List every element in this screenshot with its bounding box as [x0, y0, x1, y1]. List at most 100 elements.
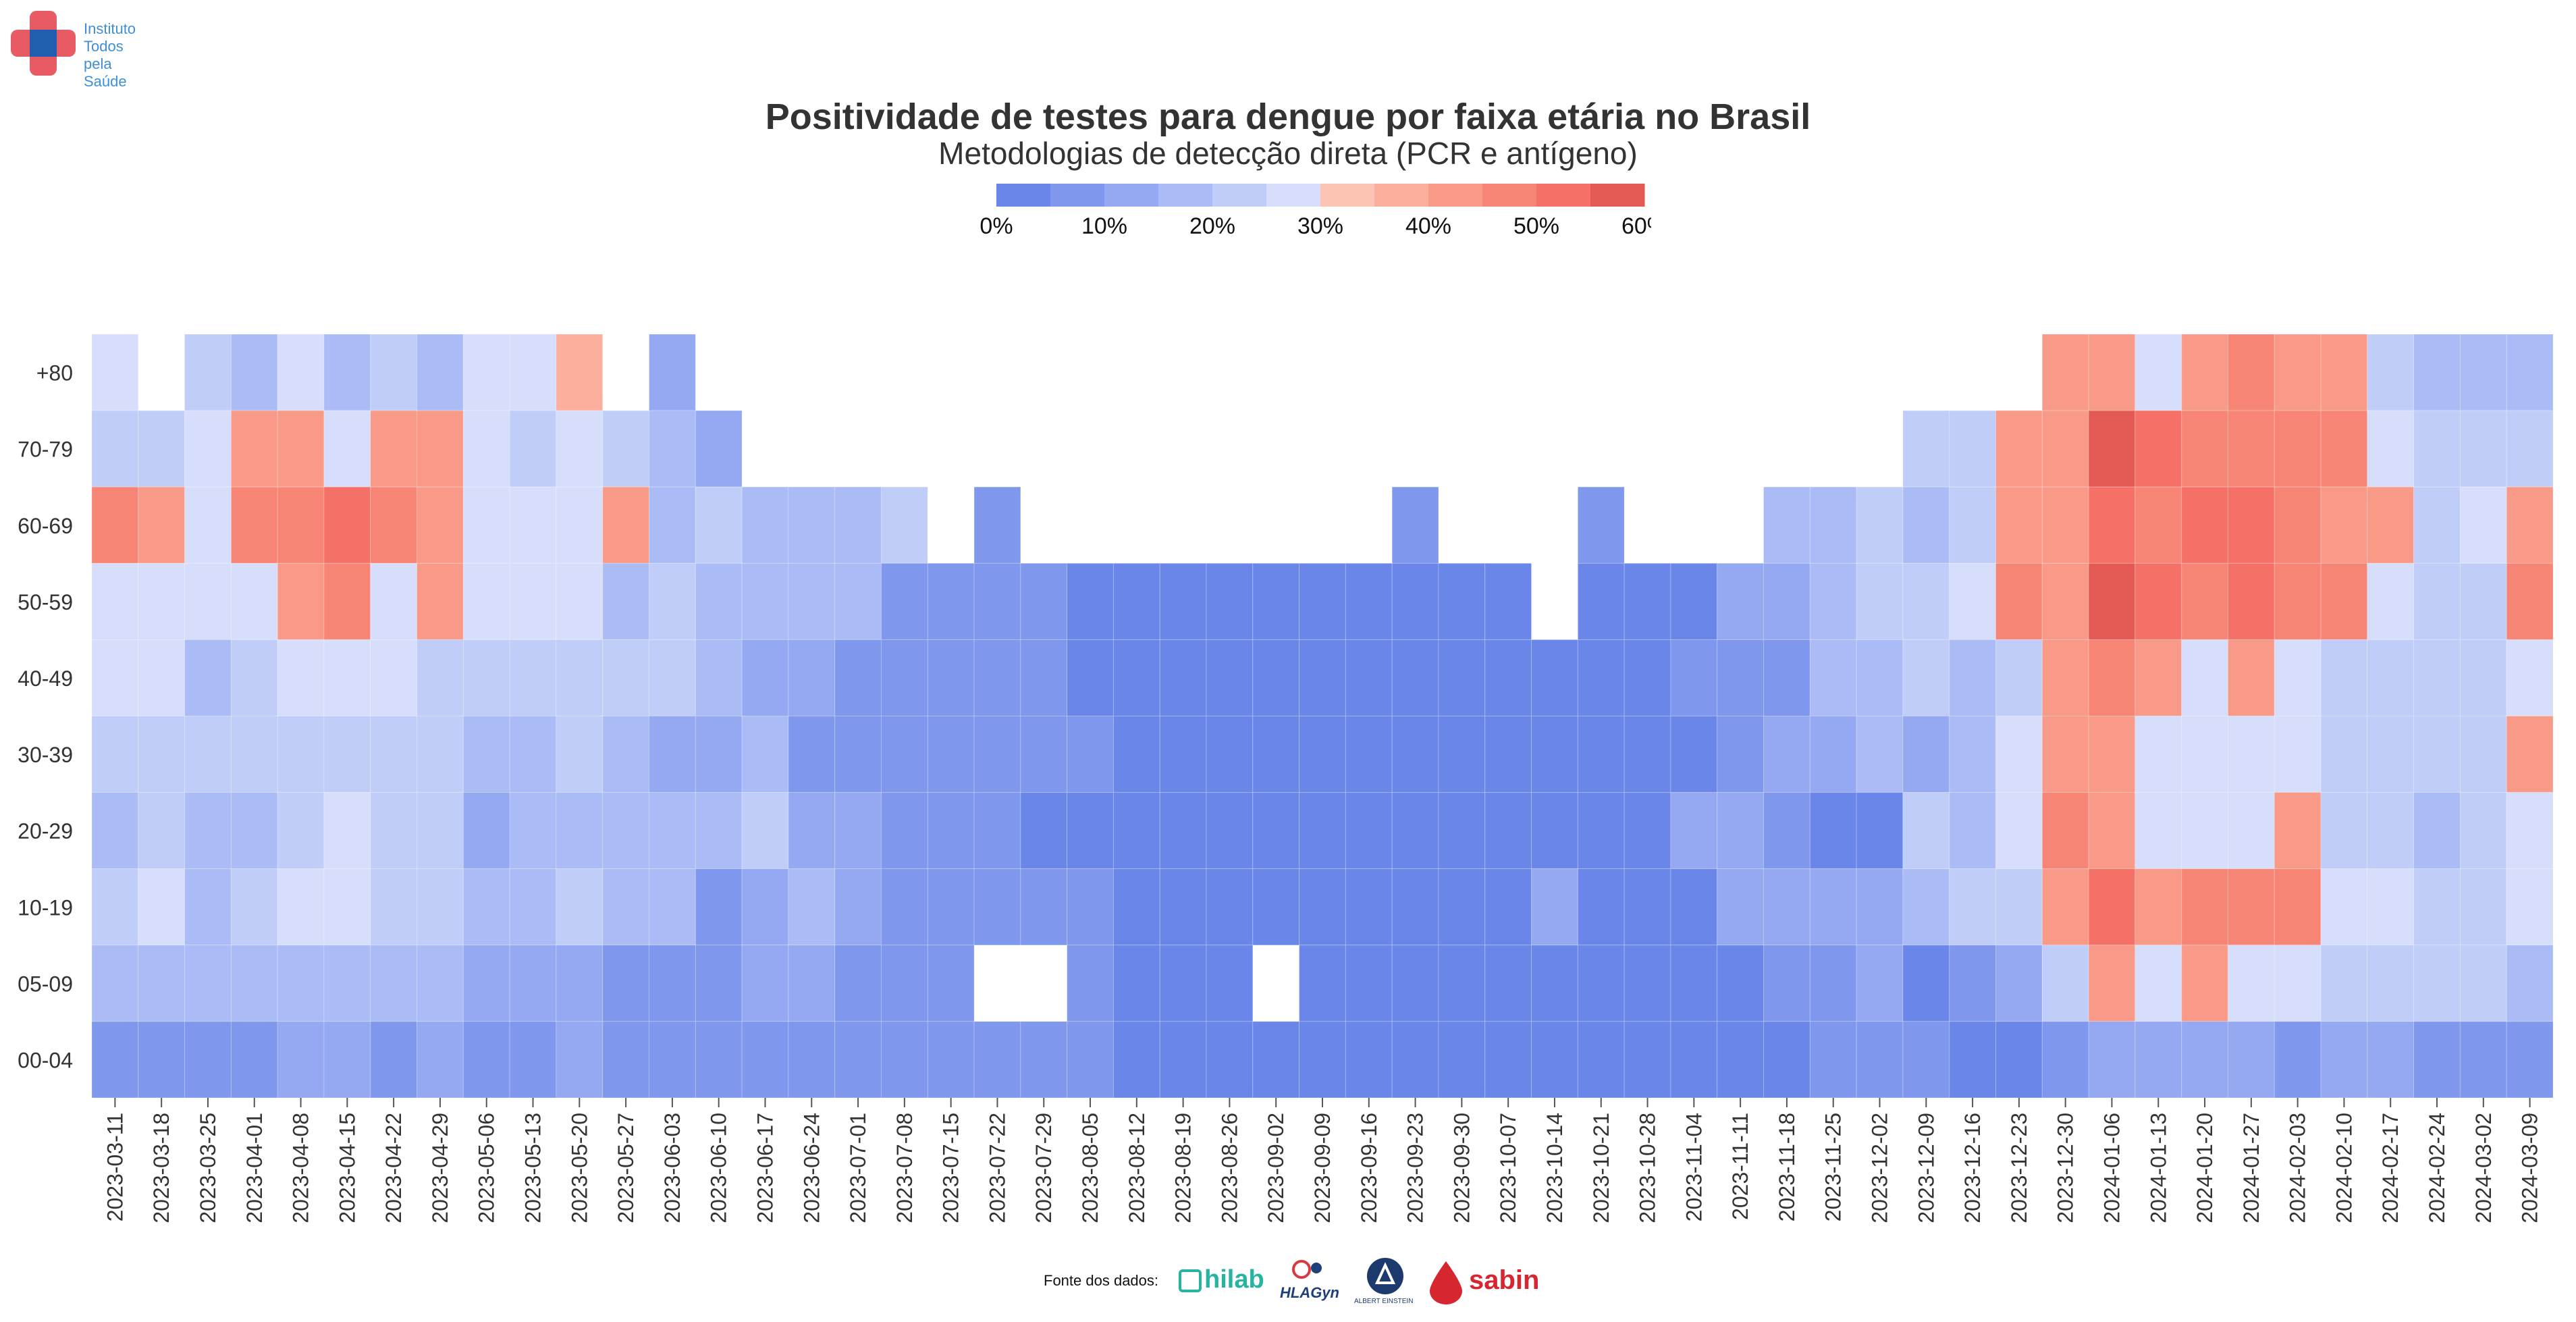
- heatmap-cell: [1252, 716, 1300, 793]
- heatmap-cell: [277, 562, 325, 640]
- heatmap-cell: [2459, 868, 2507, 946]
- heatmap-cell: [973, 562, 1021, 640]
- heatmap-cell: [2088, 562, 2136, 640]
- y-tick-label: 10-19: [18, 895, 73, 920]
- heatmap-cell: [2274, 716, 2322, 793]
- heatmap-cell: [2459, 562, 2507, 640]
- heatmap-cell: [370, 486, 418, 564]
- heatmap-cell: [1531, 639, 1578, 717]
- x-tick-label: 2024-03-02: [2471, 1113, 2496, 1223]
- heatmap-cell: [1717, 868, 1765, 946]
- heatmap-cell: [2135, 334, 2182, 411]
- heatmap-cell: [2367, 639, 2415, 717]
- heatmap-cell: [1856, 486, 1904, 564]
- heatmap-cell: [834, 868, 882, 946]
- heatmap-cell: [509, 792, 557, 870]
- heatmap-cell: [1763, 945, 1810, 1022]
- heatmap-cell: [2181, 945, 2228, 1022]
- heatmap-cell: [834, 639, 882, 717]
- hilab-logo: hilab: [1179, 1265, 1264, 1294]
- heatmap-cell: [323, 945, 371, 1022]
- heatmap-cell: [2506, 410, 2554, 487]
- heatmap-cell: [788, 639, 836, 717]
- x-tick-label: 2023-12-16: [1960, 1113, 1985, 1223]
- heatmap-cell: [184, 639, 232, 717]
- x-tick-label: 2023-08-26: [1217, 1113, 1241, 1223]
- heatmap-cell: [1391, 716, 1439, 793]
- x-tick-label: 2023-09-09: [1310, 1113, 1335, 1223]
- heatmap-cell: [1949, 945, 1996, 1022]
- heatmap-cell: [2459, 334, 2507, 411]
- heatmap-cell: [2041, 868, 2089, 946]
- heatmap-cell: [834, 945, 882, 1022]
- heatmap-cell: [230, 486, 278, 564]
- x-tick-label: 2023-10-21: [1589, 1113, 1613, 1223]
- sabin-brand-text: sabin: [1469, 1265, 1540, 1295]
- heatmap-cell: [1484, 945, 1532, 1022]
- heatmap-cell: [1067, 868, 1114, 946]
- heatmap-cell: [1624, 945, 1671, 1022]
- heatmap-cell: [277, 716, 325, 793]
- heatmap-cell: [1112, 639, 1160, 717]
- heatmap-cell: [1345, 792, 1393, 870]
- y-tick-label: 40-49: [18, 666, 73, 691]
- heatmap-cell: [323, 716, 371, 793]
- institute-logo-icon: [11, 11, 76, 76]
- sabin-logo-icon: [1430, 1261, 1462, 1304]
- heatmap-cell: [91, 410, 139, 487]
- y-tick-label: 05-09: [18, 972, 73, 996]
- heatmap-cell: [1206, 1021, 1254, 1099]
- logo: Instituto Todos pela Saúde: [9, 9, 144, 90]
- heatmap-cell: [462, 562, 510, 640]
- heatmap-cell: [1949, 486, 1996, 564]
- y-tick-label: 30-39: [18, 743, 73, 767]
- heatmap-cell: [1345, 562, 1393, 640]
- x-tick-label: 2023-10-28: [1636, 1113, 1660, 1223]
- legend-swatch: [996, 184, 1051, 207]
- heatmap-cell: [2274, 639, 2322, 717]
- heatmap-cell: [649, 945, 696, 1022]
- heatmap-cell: [1902, 792, 1950, 870]
- heatmap-cell: [2088, 334, 2136, 411]
- heatmap-cell: [2320, 334, 2368, 411]
- x-tick-label: 2023-09-02: [1264, 1113, 1288, 1223]
- heatmap-cell: [1438, 1021, 1486, 1099]
- heatmap-cell: [370, 945, 418, 1022]
- heatmap-cell: [277, 945, 325, 1022]
- heatmap-cell: [91, 868, 139, 946]
- heatmap-cell: [880, 486, 928, 564]
- heatmap-cell: [1856, 562, 1904, 640]
- heatmap-cell: [1159, 792, 1207, 870]
- heatmap-cell: [2041, 562, 2089, 640]
- heatmap-cell: [2181, 486, 2228, 564]
- x-tick-label: 2024-01-20: [2193, 1113, 2217, 1223]
- legend-swatch: [1320, 184, 1375, 207]
- heatmap-cell: [2320, 486, 2368, 564]
- heatmap-cell: [277, 1021, 325, 1099]
- heatmap-cell: [1299, 945, 1346, 1022]
- heatmap-cell: [2135, 792, 2182, 870]
- heatmap-cell: [2367, 562, 2415, 640]
- heatmap-cell: [2274, 868, 2322, 946]
- heatmap-cell: [417, 410, 464, 487]
- heatmap-cell: [880, 639, 928, 717]
- heatmap-cell: [2459, 486, 2507, 564]
- y-tick-label: 00-04: [18, 1048, 73, 1072]
- heatmap-cell: [695, 562, 743, 640]
- heatmap-cell: [1531, 792, 1578, 870]
- heatmap-cell: [834, 562, 882, 640]
- heatmap-cell: [788, 716, 836, 793]
- x-tick-label: 2024-02-24: [2425, 1113, 2449, 1223]
- heatmap-cell: [1438, 562, 1486, 640]
- heatmap-cell: [370, 562, 418, 640]
- heatmap-cell: [509, 562, 557, 640]
- heatmap-cell: [927, 868, 975, 946]
- heatmap-cell: [184, 945, 232, 1022]
- x-tick-label: 2023-08-12: [1125, 1113, 1149, 1223]
- heatmap-cell: [556, 868, 603, 946]
- heatmap-cell: [695, 1021, 743, 1099]
- heatmap-cell: [1577, 868, 1625, 946]
- heatmap-cell: [417, 945, 464, 1022]
- heatmap-cell: [602, 562, 650, 640]
- heatmap-cell: [1763, 486, 1810, 564]
